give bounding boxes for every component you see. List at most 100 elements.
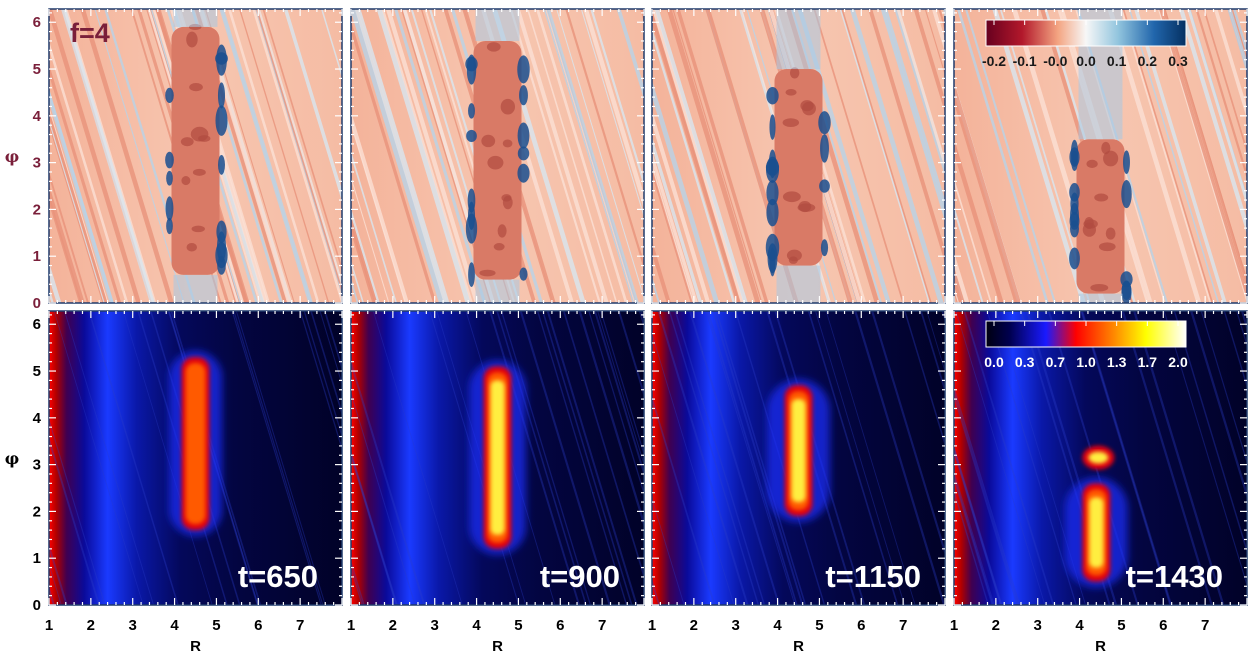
x-tick-label: 3 bbox=[732, 617, 740, 634]
colorbar-tick-label: 1.7 bbox=[1138, 354, 1158, 370]
vortex-edge bbox=[1121, 280, 1132, 303]
spiral-wave bbox=[372, 311, 463, 605]
vortex-structure bbox=[493, 242, 505, 251]
wave-streak bbox=[1195, 9, 1247, 180]
vortex-structure bbox=[190, 126, 209, 142]
wave-streak bbox=[652, 13, 740, 303]
vortex-density-inner bbox=[185, 362, 206, 525]
colorbar-tick-label: 0.0 bbox=[1076, 53, 1096, 69]
wave-streak bbox=[840, 9, 932, 303]
spiral-wave bbox=[49, 543, 68, 605]
spiral-wave bbox=[235, 311, 326, 605]
x-tick-label: 4 bbox=[472, 617, 481, 634]
spiral-wave bbox=[588, 311, 644, 496]
wave-streak bbox=[672, 9, 763, 303]
wave-streak bbox=[813, 9, 905, 303]
vortex-structure bbox=[502, 195, 513, 210]
colorbar-tick-label: -0.2 bbox=[982, 53, 1006, 69]
spiral-wave bbox=[578, 311, 644, 528]
vortex-edge bbox=[769, 114, 776, 140]
y-tick-label: 4 bbox=[33, 108, 42, 125]
spiral-wave bbox=[954, 475, 994, 605]
wave-streak bbox=[80, 9, 174, 303]
vortex-edge bbox=[467, 188, 476, 213]
wave-streak bbox=[49, 89, 114, 303]
wave-streak bbox=[262, 9, 342, 272]
spiral-wave bbox=[825, 311, 916, 605]
vortex-structure bbox=[500, 98, 516, 115]
wave-streak bbox=[351, 208, 380, 303]
vortex-edge bbox=[1069, 212, 1080, 230]
bottom-panel-4 bbox=[954, 311, 1247, 605]
vortex-structure bbox=[1082, 222, 1096, 237]
wave-streak bbox=[381, 9, 473, 303]
vortex-edge bbox=[820, 239, 829, 257]
wave-streak bbox=[565, 9, 644, 270]
wave-streak bbox=[924, 9, 945, 77]
wave-streak bbox=[1159, 9, 1247, 300]
vortex-edge bbox=[768, 149, 777, 179]
spiral-wave bbox=[1173, 311, 1247, 554]
vortex-structure bbox=[1094, 193, 1109, 202]
spiral-wave bbox=[871, 311, 945, 556]
bottom-panel-3 bbox=[652, 311, 945, 605]
vortex-density-peak bbox=[791, 399, 806, 503]
wave-streak bbox=[616, 9, 644, 100]
spiral-wave bbox=[597, 311, 644, 467]
wave-streak bbox=[954, 81, 1022, 303]
colorbar-tick-label: 0.3 bbox=[1015, 354, 1035, 370]
y-tick-label: 3 bbox=[33, 155, 41, 172]
y-tick-label: 4 bbox=[33, 410, 42, 427]
vortex-structure bbox=[1086, 159, 1098, 169]
spiral-wave bbox=[1200, 311, 1247, 465]
vortex-edge bbox=[165, 196, 174, 221]
wave-streak bbox=[49, 106, 109, 303]
wave-streak bbox=[880, 9, 945, 222]
x-tick-label: 5 bbox=[815, 617, 823, 634]
y-tick-label: 6 bbox=[33, 316, 41, 333]
vortex-core bbox=[171, 26, 220, 275]
wave-streak bbox=[49, 184, 85, 303]
spiral-wave bbox=[122, 311, 213, 605]
wave-streak bbox=[509, 9, 601, 303]
wave-streak bbox=[545, 9, 636, 303]
wave-streak bbox=[954, 205, 984, 303]
x-tick-label: 1 bbox=[950, 617, 958, 634]
spiral-wave bbox=[854, 311, 945, 605]
vortex-structure bbox=[1090, 283, 1109, 292]
time-label: t=1430 bbox=[1126, 559, 1223, 594]
vortex-edge bbox=[166, 217, 173, 235]
spiral-wave bbox=[903, 311, 945, 447]
wave-streak bbox=[1122, 9, 1214, 303]
wave-streak bbox=[1162, 9, 1247, 289]
x-tick-label: 6 bbox=[254, 617, 262, 634]
wave-streak bbox=[1107, 9, 1202, 303]
wave-streak bbox=[1187, 9, 1247, 207]
vortex-edge bbox=[517, 122, 530, 149]
vortex-edge bbox=[1069, 182, 1080, 202]
x-tick-label: 3 bbox=[431, 617, 439, 634]
vortex-structure bbox=[502, 139, 513, 148]
vortex-edge bbox=[216, 220, 227, 244]
spiral-wave bbox=[64, 311, 155, 605]
vortex-structure bbox=[785, 89, 797, 96]
vortex-edge bbox=[818, 111, 831, 135]
wave-streak bbox=[543, 9, 636, 303]
spiral-wave bbox=[715, 311, 807, 605]
vortex-wake bbox=[776, 265, 821, 303]
spiral-wave bbox=[541, 311, 633, 605]
vortex-wake bbox=[475, 9, 520, 41]
x-tick-label: 7 bbox=[1201, 617, 1209, 634]
colorbar-tick-label: 1.0 bbox=[1076, 354, 1096, 370]
spiral-wave bbox=[323, 311, 342, 371]
wave-streak bbox=[652, 150, 699, 303]
spiral-wave bbox=[689, 311, 781, 605]
x-tick-label: 2 bbox=[389, 617, 397, 634]
colorbar-tick-label: 0.2 bbox=[1138, 53, 1158, 69]
spiral-wave bbox=[954, 489, 990, 605]
colorbar-tick-label: -0.1 bbox=[1013, 53, 1037, 69]
vortex-structure bbox=[487, 155, 504, 170]
vortex-edge bbox=[217, 82, 226, 109]
panel-frame bbox=[48, 8, 343, 304]
spiral-wave bbox=[954, 444, 1003, 605]
